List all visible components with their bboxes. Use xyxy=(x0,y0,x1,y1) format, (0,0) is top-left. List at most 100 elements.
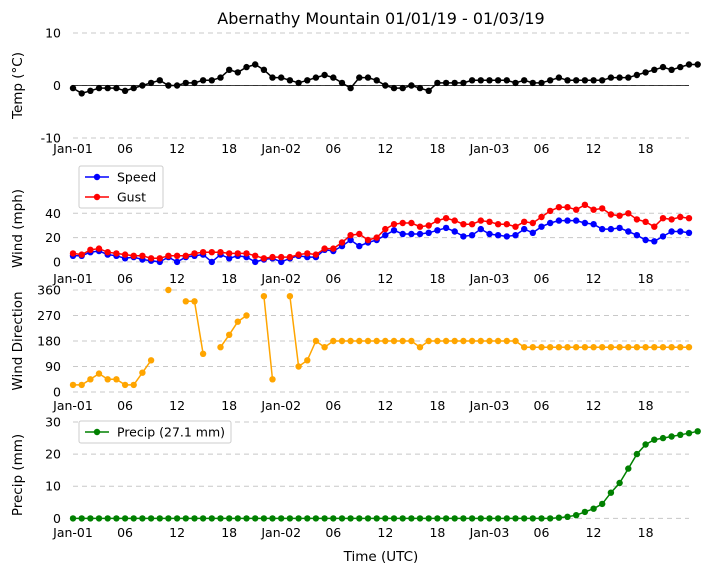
data-point xyxy=(599,77,606,84)
data-point xyxy=(590,77,597,84)
data-point xyxy=(399,230,406,238)
data-point xyxy=(512,79,519,87)
data-point xyxy=(442,215,450,222)
x-tick-label: Jan-03 xyxy=(469,141,510,156)
data-point xyxy=(486,337,493,345)
data-point xyxy=(312,515,320,522)
data-point xyxy=(651,238,658,245)
data-point xyxy=(512,337,519,345)
x-tick-label: 12 xyxy=(377,271,393,286)
x-tick-label: Jan-02 xyxy=(260,271,301,286)
data-point xyxy=(564,77,571,84)
x-tick-label: 06 xyxy=(325,525,341,540)
data-point xyxy=(434,79,441,87)
x-tick-label: 12 xyxy=(377,398,393,413)
x-tick-label: 06 xyxy=(534,398,550,413)
data-point xyxy=(199,77,207,84)
data-point xyxy=(191,515,198,522)
x-tick-label: 18 xyxy=(221,398,237,413)
data-point xyxy=(694,61,701,68)
data-point xyxy=(382,82,389,89)
data-point xyxy=(139,369,146,376)
data-point xyxy=(468,221,476,228)
data-point xyxy=(486,218,493,225)
data-point xyxy=(651,223,658,230)
x-tick-label: 18 xyxy=(638,271,654,286)
x-tick-label: 06 xyxy=(534,141,550,156)
data-point xyxy=(147,255,155,262)
series-line xyxy=(185,300,204,354)
data-point xyxy=(425,515,432,522)
data-point xyxy=(408,82,415,89)
data-point xyxy=(278,253,285,261)
x-tick-label: 12 xyxy=(377,525,393,540)
data-point xyxy=(252,252,259,259)
data-point xyxy=(590,221,597,228)
data-point xyxy=(173,82,181,89)
y-tick-label: 0 xyxy=(53,78,61,93)
data-point xyxy=(330,515,337,522)
data-point xyxy=(581,77,589,84)
data-point xyxy=(529,229,536,236)
data-point xyxy=(547,77,554,84)
data-point xyxy=(685,61,693,68)
data-point xyxy=(147,79,155,87)
data-point xyxy=(364,337,372,345)
data-point xyxy=(295,251,302,258)
data-point xyxy=(373,515,380,522)
x-tick-label: 12 xyxy=(169,398,185,413)
data-point xyxy=(147,357,155,364)
data-point xyxy=(78,515,85,522)
data-point xyxy=(547,344,554,351)
data-point xyxy=(468,77,476,84)
legend: Speed Gust xyxy=(78,165,164,209)
y-tick-label: 40 xyxy=(45,206,61,221)
data-point xyxy=(278,74,285,81)
data-point xyxy=(625,344,632,351)
data-point xyxy=(434,217,441,224)
data-point xyxy=(191,250,198,257)
x-tick-label: 12 xyxy=(586,525,602,540)
x-tick-label: Jan-01 xyxy=(52,525,93,540)
data-point xyxy=(477,217,484,224)
data-point xyxy=(269,515,276,522)
data-point xyxy=(382,337,389,345)
data-point xyxy=(451,217,458,224)
data-point xyxy=(538,223,545,230)
data-point xyxy=(468,515,476,522)
data-point xyxy=(503,77,510,84)
x-tick-label: 18 xyxy=(221,271,237,286)
data-point xyxy=(659,344,667,351)
data-point xyxy=(460,233,467,240)
data-point xyxy=(330,245,337,252)
data-point xyxy=(416,515,424,522)
data-point xyxy=(217,515,224,522)
data-point xyxy=(78,90,85,97)
data-point xyxy=(512,232,519,239)
data-point xyxy=(347,84,354,92)
data-point xyxy=(416,223,424,230)
data-point xyxy=(338,239,346,246)
data-point xyxy=(494,337,502,345)
data-point xyxy=(659,233,667,240)
data-point xyxy=(590,206,597,213)
data-point xyxy=(547,207,554,215)
data-point xyxy=(87,515,94,522)
data-point xyxy=(668,228,675,235)
x-tick-label: 18 xyxy=(221,141,237,156)
data-point xyxy=(486,230,493,238)
data-point xyxy=(607,344,615,351)
data-point xyxy=(468,232,476,239)
data-point xyxy=(529,79,536,87)
x-tick-label: Jan-02 xyxy=(260,525,301,540)
data-point xyxy=(416,344,424,351)
data-point xyxy=(139,252,146,259)
data-point xyxy=(494,77,502,84)
x-tick-label: Jan-03 xyxy=(469,271,510,286)
data-point xyxy=(69,84,77,92)
data-point xyxy=(347,232,354,239)
x-tick-label: 06 xyxy=(325,398,341,413)
data-point xyxy=(286,77,294,84)
data-point xyxy=(521,218,528,225)
x-tick-label: Jan-02 xyxy=(260,141,301,156)
